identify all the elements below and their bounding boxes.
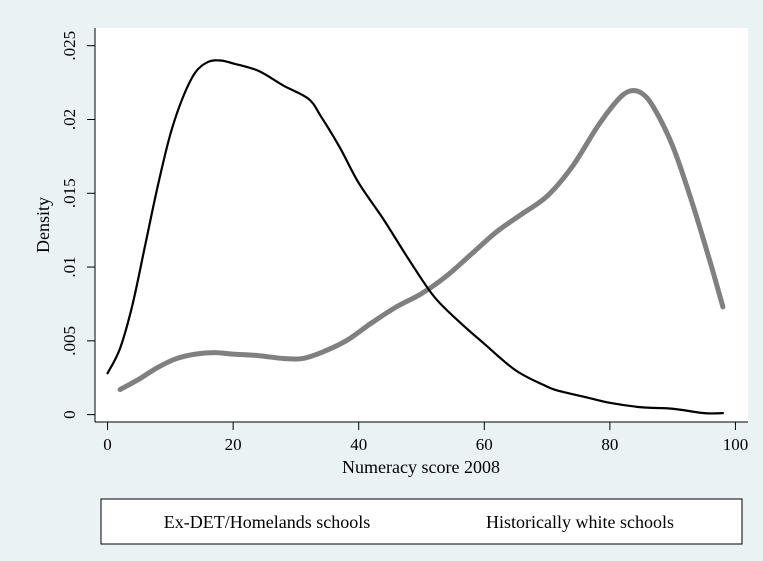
y-tick-label: 0: [60, 410, 79, 419]
x-tick-label: 20: [225, 435, 242, 454]
legend-label-1: Historically white schools: [486, 512, 674, 532]
plot-area: [95, 28, 748, 422]
x-ticks: 0 20 40 60 80 100: [103, 422, 748, 454]
x-tick-label: 100: [723, 435, 749, 454]
series-line-1: [117, 88, 726, 393]
plot-layer: [106, 59, 726, 415]
y-ticks: 0 .005 .01 .015 .02 .025: [60, 31, 95, 419]
y-tick-label: .025: [60, 31, 79, 61]
y-tick-label: .01: [60, 256, 79, 277]
y-tick-label: .02: [60, 109, 79, 130]
x-tick-label: 0: [103, 435, 112, 454]
x-tick-label: 80: [601, 435, 618, 454]
x-tick-label: 60: [476, 435, 493, 454]
legend-label-0: Ex-DET/Homelands schools: [164, 512, 370, 532]
x-tick-label: 40: [350, 435, 367, 454]
y-tick-label: .015: [60, 178, 79, 208]
x-axis-title: Numeracy score 2008: [342, 457, 500, 477]
legend: Ex-DET/Homelands schools Historically whi…: [100, 498, 743, 545]
legend-items: Ex-DET/Homelands schools Historically whi…: [164, 512, 674, 532]
y-axis-title: Density: [33, 197, 53, 253]
series-line-0: [106, 59, 724, 415]
legend-box: [100, 498, 743, 545]
y-tick-label: .005: [60, 326, 79, 356]
